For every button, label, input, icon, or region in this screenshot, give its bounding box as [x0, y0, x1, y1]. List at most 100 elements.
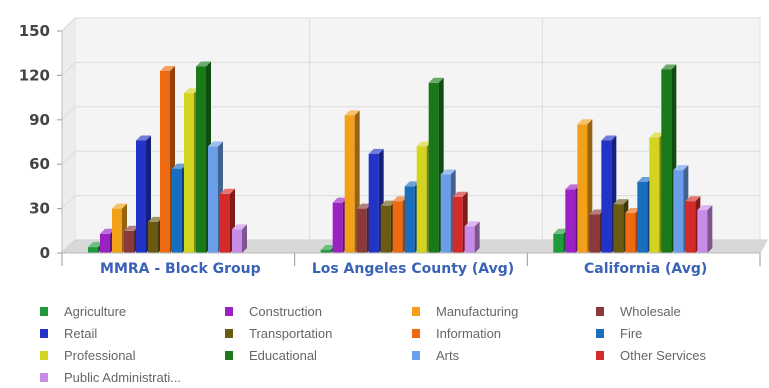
bar	[416, 146, 427, 253]
bar-top	[589, 209, 605, 215]
x-category-label: California (Avg)	[584, 261, 707, 277]
bar-top	[184, 88, 199, 94]
bar	[100, 233, 110, 253]
legend-label: Construction	[249, 303, 322, 319]
bar	[589, 214, 600, 253]
bar	[232, 229, 242, 253]
legend-label: Wholesale	[620, 303, 681, 319]
bar-top	[332, 197, 348, 203]
bar-side	[242, 224, 247, 253]
bar	[685, 201, 696, 253]
bar-top	[172, 163, 187, 169]
legend-swatch	[596, 306, 604, 316]
legend-item: Information	[412, 324, 501, 342]
legend-swatch	[225, 350, 233, 360]
legend-item: Fire	[596, 324, 642, 342]
legend-swatch	[225, 306, 233, 316]
bar	[428, 82, 439, 253]
bar	[697, 210, 708, 253]
bar-side	[474, 221, 480, 253]
bar-top	[673, 165, 689, 171]
legend-item: Transportation	[225, 324, 332, 342]
legend-label: Other Services	[620, 347, 706, 363]
legend-swatch	[40, 328, 48, 338]
bar-top	[136, 135, 151, 141]
bar-top	[100, 228, 115, 234]
gridline	[61, 150, 760, 165]
bar-top	[685, 196, 701, 202]
legend-item: Public Administrati...	[40, 368, 181, 386]
bar-side	[707, 205, 713, 253]
bar-top	[404, 181, 420, 187]
y-tick-label: 30	[29, 200, 50, 218]
bar	[565, 189, 576, 253]
bar	[172, 168, 182, 253]
y-tick-label: 120	[19, 66, 50, 84]
legend-item: Agriculture	[40, 302, 126, 320]
bar-top	[428, 77, 444, 83]
legend-swatch	[40, 372, 48, 382]
bar-top	[232, 224, 247, 230]
gridline	[61, 106, 760, 121]
bar	[148, 221, 158, 253]
bar-top	[392, 196, 408, 202]
y-tick-label: 0	[40, 244, 50, 262]
bar	[208, 146, 218, 253]
bar-top	[160, 65, 175, 71]
bar	[625, 213, 636, 253]
bar-top	[344, 110, 360, 116]
legend-item: Wholesale	[596, 302, 681, 320]
legend-label: Professional	[64, 347, 136, 363]
legend-swatch	[40, 350, 48, 360]
bar-top	[416, 141, 432, 147]
legend-swatch	[40, 306, 48, 316]
bar-top	[661, 64, 677, 70]
bar-top	[553, 228, 569, 234]
bar	[184, 93, 194, 253]
y-tick-label: 90	[29, 111, 50, 129]
bar	[661, 69, 672, 253]
bar	[553, 233, 564, 253]
bar	[613, 204, 624, 253]
bar-top	[452, 191, 468, 197]
legend-item: Construction	[225, 302, 322, 320]
bar	[88, 247, 98, 253]
bar-top	[320, 245, 336, 251]
bar-top	[356, 203, 372, 209]
bar-top	[368, 148, 384, 154]
bar	[440, 174, 451, 253]
bar	[344, 115, 355, 253]
legend-item: Manufacturing	[412, 302, 518, 320]
bar-top	[697, 205, 713, 211]
legend-swatch	[596, 328, 604, 338]
bar-top	[440, 169, 456, 175]
bar	[320, 250, 331, 253]
bar	[464, 226, 475, 253]
bar	[332, 202, 343, 253]
gridline	[61, 61, 760, 76]
bar-top	[112, 203, 127, 209]
x-category-label: Los Angeles County (Avg)	[312, 261, 514, 277]
legend-label: Retail	[64, 325, 98, 341]
bar	[160, 70, 170, 254]
legend-label: Public Administrati...	[64, 369, 182, 385]
bar	[220, 193, 230, 253]
bar	[356, 208, 367, 253]
bar	[392, 201, 403, 253]
bar-top	[613, 199, 629, 205]
bar	[136, 140, 146, 253]
legend-label: Educational	[249, 347, 317, 363]
bar-top	[208, 141, 223, 147]
bar	[380, 205, 391, 253]
bar	[404, 186, 415, 253]
bar-chart: 0 30 60 90 120 150 MMRA - Block Group Los Angel…	[19, 16, 768, 277]
legend-swatch	[412, 306, 420, 316]
bar-top	[148, 216, 163, 222]
y-tick-label: 150	[19, 22, 50, 40]
legend-label: Agriculture	[64, 303, 127, 319]
legend-label: Manufacturing	[436, 303, 519, 319]
bar-top	[220, 188, 235, 194]
bar-top	[196, 61, 211, 67]
bar-top	[637, 176, 653, 182]
bar-top	[649, 132, 665, 138]
